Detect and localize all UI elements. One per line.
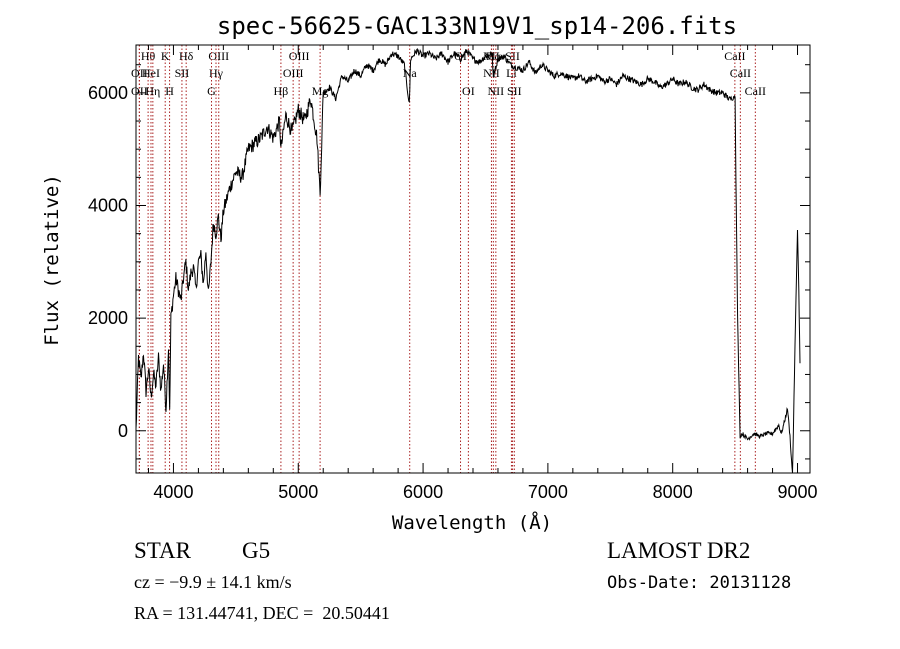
x-tick-label: 8000 [653,482,693,502]
redshift-velocity: cz = −9.9 ± 14.1 km/s [134,572,292,592]
line-marker-label: G [207,84,216,98]
x-axis-label: Wavelength (Å) [392,511,552,534]
survey-name: LAMOST DR2 [607,538,751,563]
plot-border [135,44,811,474]
x-tick-label: 9000 [777,482,817,502]
line-marker-label: OI [462,84,475,98]
line-marker-label: Hη [145,84,160,98]
line-marker-label: Hγ [209,66,224,80]
line-marker-label: Hβ [274,84,289,98]
plot-frame [135,44,811,474]
x-axis: 4000 5000 6000 7000 8000 9000 [147,45,818,502]
line-marker-label: H [165,84,174,98]
y-tick-label: 2000 [88,308,128,328]
line-marker-label: NII [488,84,505,98]
line-marker-label: NII [483,66,500,80]
y-axis-label: Flux (relative) [41,174,63,346]
line-marker-label: Mg [312,84,329,98]
line-marker-label: OIII [283,66,304,80]
line-marker-label: OIII [289,49,310,63]
x-tick-label: 7000 [528,482,568,502]
line-marker-label: Hθ [141,49,156,63]
coordinates: RA = 131.44741, DEC = 20.50441 [134,603,390,623]
line-marker-label: K [161,49,170,63]
line-marker-label: CaII [745,84,766,98]
line-marker-label: OIII [208,49,229,63]
line-marker-label: OII [131,84,148,98]
line-marker-label: OI [454,49,467,63]
line-marker-label: CaII [724,49,745,63]
observation-date: Obs-Date: 20131128 [607,573,792,593]
object-class: STAR [134,538,191,563]
x-tick-label: 5000 [278,482,318,502]
y-axis: 0 2000 4000 6000 [88,64,810,460]
spectrum-line [135,47,801,474]
x-tick-label: 6000 [403,482,443,502]
y-tick-label: 4000 [88,196,128,216]
line-marker-label: Li [506,66,517,80]
line-marker-label: Hδ [179,49,194,63]
line-marker-label: SII [507,84,522,98]
x-tick-label: 4000 [153,482,193,502]
chart-title: spec-56625-GAC133N19V1_sp14-206.fits [217,12,737,40]
line-marker-label: HeI [142,66,160,80]
line-marker-label: SII [175,66,190,80]
line-marker-label: CaII [730,66,751,80]
spectrum-series [135,47,801,474]
y-tick-label: 0 [118,421,128,441]
line-marker-label: SII [505,49,520,63]
object-subclass: G5 [242,538,271,563]
y-tick-label: 6000 [88,83,128,103]
